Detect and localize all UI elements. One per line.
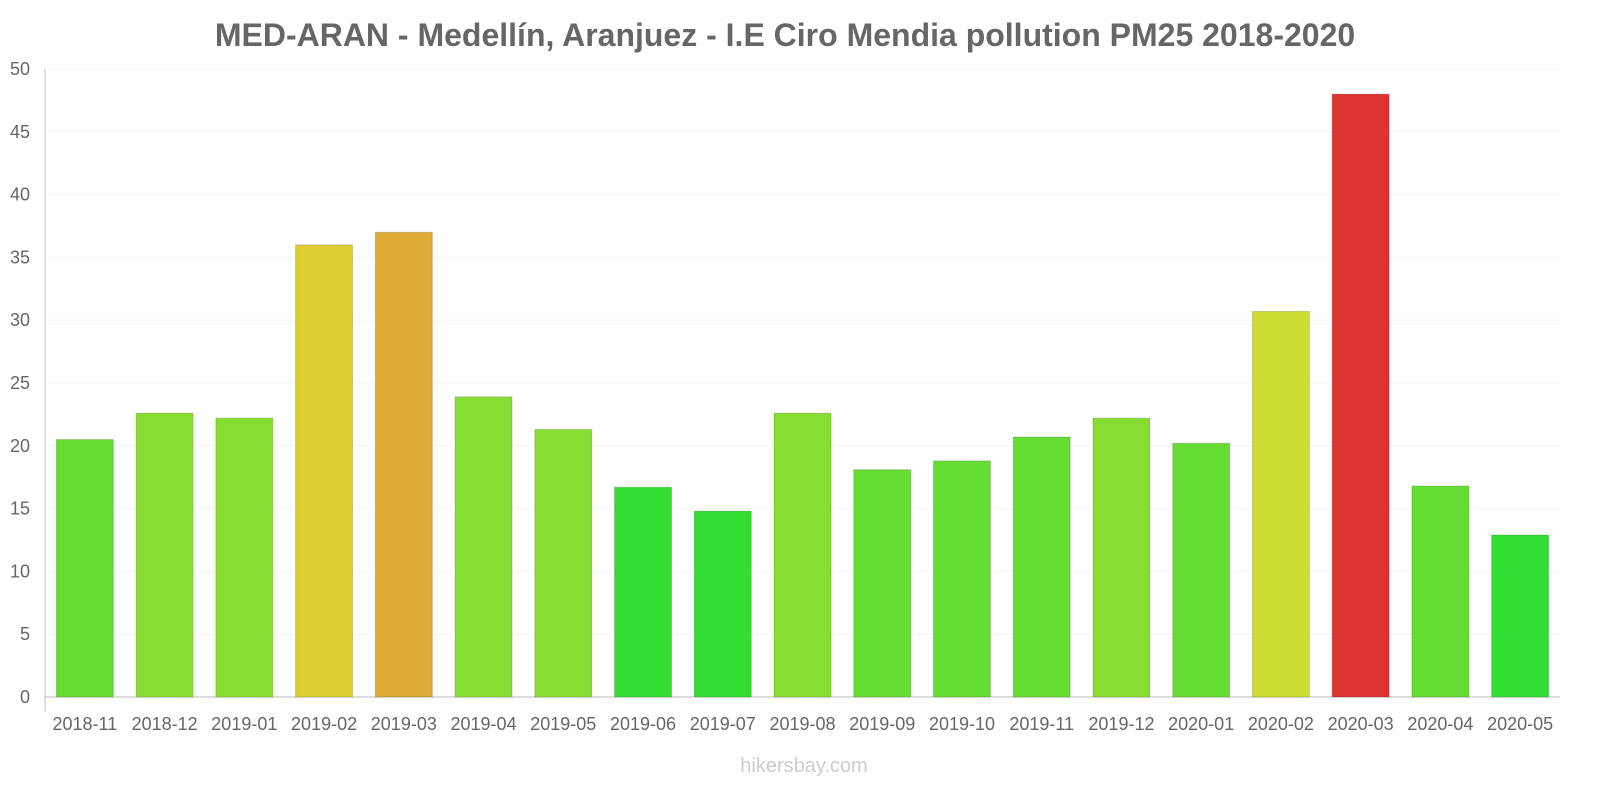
bar-2019-01	[215, 417, 274, 698]
bar-2019-10	[932, 460, 991, 698]
bar-2019-12	[1092, 417, 1151, 698]
x-tick-label: 2019-10	[929, 714, 995, 734]
x-tick-label: 2019-07	[690, 714, 756, 734]
y-tick-label: 50	[10, 59, 30, 79]
x-tick-label: 2018-12	[132, 714, 198, 734]
bar-2020-02	[1251, 310, 1310, 698]
x-tick-label: 2018-11	[53, 714, 118, 734]
bar-2020-05	[1491, 534, 1550, 698]
x-tick-label: 2019-08	[769, 714, 835, 734]
x-tick-label: 2020-04	[1407, 714, 1473, 734]
x-tick-label: 2020-05	[1487, 714, 1553, 734]
x-tick-label: 2019-12	[1088, 714, 1154, 734]
x-tick-label: 2019-05	[530, 714, 596, 734]
bar-2019-05	[534, 428, 593, 698]
x-tick-label: 2019-01	[211, 714, 277, 734]
bar-2020-03	[1331, 93, 1390, 698]
bar-2019-07	[693, 510, 752, 698]
y-tick-label: 45	[10, 122, 30, 142]
bar-2020-01	[1172, 442, 1231, 698]
bar-2018-11	[55, 439, 114, 698]
bar-2019-09	[853, 469, 912, 698]
y-tick-label: 20	[10, 436, 30, 456]
x-tick-label: 2019-04	[451, 714, 517, 734]
y-tick-label: 15	[10, 499, 30, 519]
watermark: hikersbay.com	[740, 755, 867, 777]
x-tick-label: 2020-01	[1168, 714, 1234, 734]
bar-2020-04	[1411, 485, 1470, 698]
bar-2019-02	[295, 244, 354, 698]
x-tick-label: 2019-03	[371, 714, 437, 734]
bar-2019-08	[773, 412, 832, 698]
x-tick-label: 2019-02	[291, 714, 357, 734]
y-tick-label: 25	[10, 373, 30, 393]
bar-2018-12	[135, 412, 194, 698]
x-tick-label: 2019-06	[610, 714, 676, 734]
x-tick-label: 2020-03	[1328, 714, 1394, 734]
y-tick-label: 40	[10, 185, 30, 205]
y-tick-label: 10	[10, 561, 30, 581]
chart-title: MED-ARAN - Medellín, Aranjuez - I.E Ciro…	[215, 17, 1355, 53]
y-tick-label: 0	[20, 687, 30, 707]
bar-2019-11	[1012, 436, 1071, 698]
bar-2019-06	[614, 486, 673, 698]
x-tick-label: 2019-09	[849, 714, 915, 734]
x-tick-label: 2020-02	[1248, 714, 1314, 734]
bar-2019-04	[454, 396, 513, 698]
y-tick-label: 5	[20, 624, 30, 644]
bar-2019-03	[374, 231, 433, 698]
y-tick-label: 30	[10, 310, 30, 330]
x-tick-label: 2019-11	[1009, 714, 1074, 734]
y-tick-label: 35	[10, 247, 30, 267]
